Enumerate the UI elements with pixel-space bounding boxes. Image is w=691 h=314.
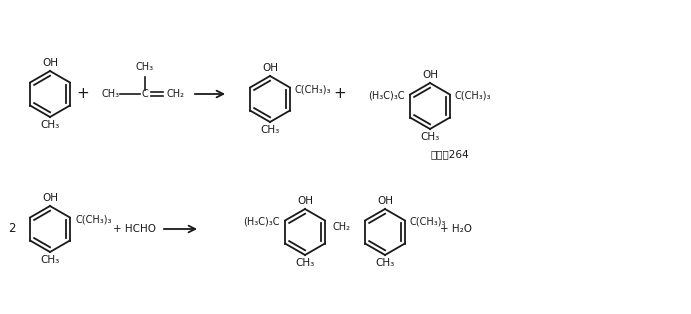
Text: CH₃: CH₃ — [40, 120, 59, 130]
Text: CH₃: CH₃ — [420, 132, 439, 142]
Text: (H₃C)₃C: (H₃C)₃C — [368, 91, 405, 101]
Text: CH₃: CH₃ — [375, 258, 395, 268]
Text: C(CH₃)₃: C(CH₃)₃ — [75, 214, 111, 224]
Text: CH₃: CH₃ — [40, 255, 59, 265]
Text: C(CH₃)₃: C(CH₃)₃ — [455, 91, 491, 101]
Text: (H₃C)₃C: (H₃C)₃C — [243, 217, 280, 227]
Text: 防老前264: 防老前264 — [430, 149, 469, 159]
Text: CH₃: CH₃ — [102, 89, 120, 99]
Text: C(CH₃)₃: C(CH₃)₃ — [410, 217, 446, 227]
Text: OH: OH — [42, 58, 58, 68]
Text: OH: OH — [422, 70, 438, 80]
Text: + HCHO: + HCHO — [113, 224, 156, 234]
Text: CH₂: CH₂ — [333, 222, 351, 232]
Text: OH: OH — [377, 196, 393, 206]
Text: OH: OH — [262, 63, 278, 73]
Text: C(CH₃)₃: C(CH₃)₃ — [295, 84, 332, 94]
Text: OH: OH — [42, 193, 58, 203]
Text: CH₃: CH₃ — [136, 62, 154, 72]
Text: C: C — [142, 89, 149, 99]
Text: +: + — [77, 86, 89, 101]
Text: CH₂: CH₂ — [167, 89, 185, 99]
Text: +: + — [334, 86, 346, 101]
Text: 2: 2 — [8, 223, 15, 236]
Text: OH: OH — [297, 196, 313, 206]
Text: CH₃: CH₃ — [295, 258, 314, 268]
Text: CH₃: CH₃ — [261, 125, 280, 135]
Text: + H₂O: + H₂O — [440, 224, 472, 234]
